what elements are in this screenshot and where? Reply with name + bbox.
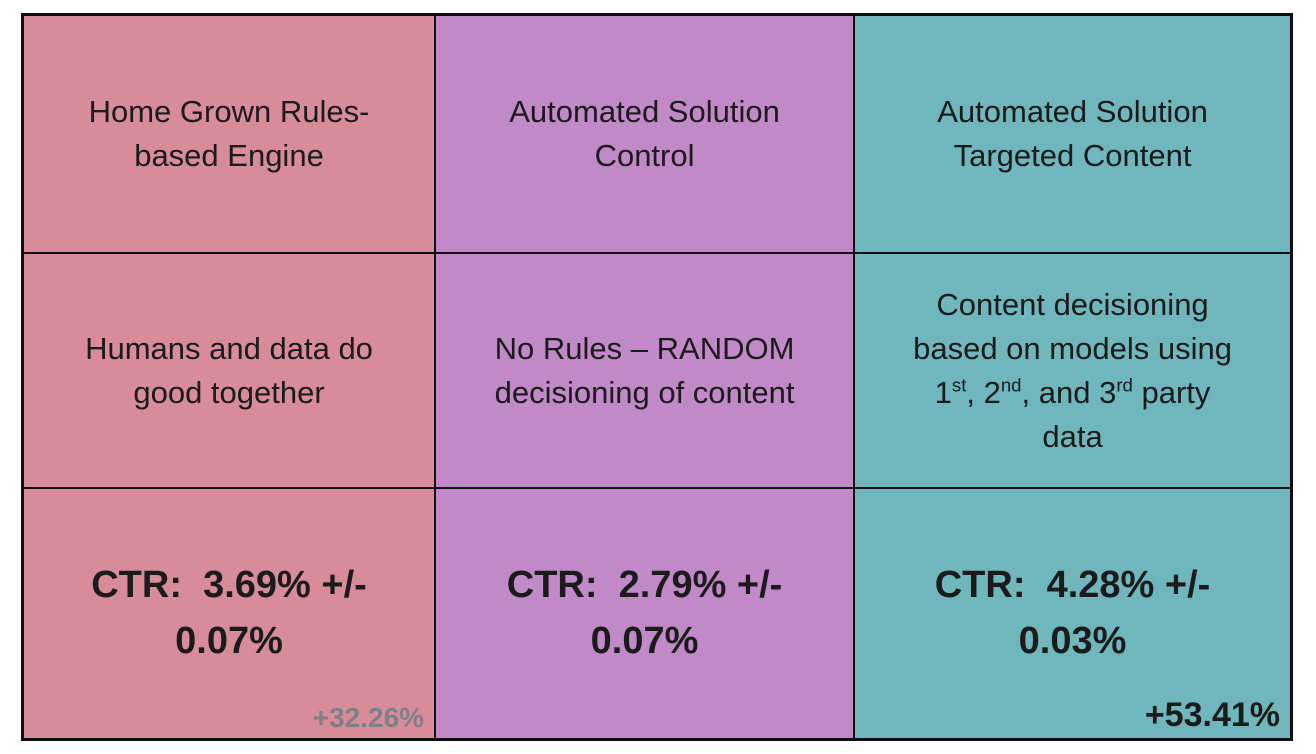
comparison-table: Home Grown Rules- based Engine Automated…	[21, 13, 1293, 741]
header-line: Control	[594, 138, 695, 173]
header-text: Automated Solution Control	[509, 90, 780, 178]
header-line: Targeted Content	[953, 138, 1192, 173]
ctr-cell-automated-targeted: CTR: 4.28% +/- 0.03% +53.41%	[855, 489, 1290, 738]
header-text: Automated Solution Targeted Content	[937, 90, 1208, 178]
ctr-line: CTR: 4.28% +/-	[934, 564, 1211, 607]
header-line: based Engine	[134, 138, 324, 173]
description-line: data	[1042, 418, 1103, 454]
ctr-cell-automated-control: CTR: 2.79% +/- 0.07%	[436, 489, 856, 738]
ctr-line: 0.07%	[175, 619, 283, 662]
ctr-line: 0.07%	[590, 619, 699, 662]
description-line: based on models using	[913, 330, 1232, 366]
description-line: Humans and data do	[85, 330, 373, 366]
header-cell-automated-control: Automated Solution Control	[436, 16, 856, 255]
header-cell-home-grown: Home Grown Rules- based Engine	[24, 16, 437, 255]
header-line: Automated Solution	[509, 93, 780, 129]
header-text: Home Grown Rules- based Engine	[89, 90, 370, 178]
header-line: Home Grown Rules-	[88, 93, 370, 129]
ctr-line: CTR: 2.79% +/-	[506, 564, 783, 607]
description-text: No Rules – RANDOM decisioning of content	[495, 327, 795, 415]
description-cell-automated-control: No Rules – RANDOM decisioning of content	[436, 254, 856, 490]
description-cell-home-grown: Humans and data do good together	[24, 254, 437, 490]
description-line: No Rules – RANDOM	[494, 330, 795, 366]
description-line-ordinals: 1st, 2nd, and 3rd party	[934, 374, 1211, 410]
description-text: Content decisioning based on models usin…	[903, 283, 1242, 459]
ctr-line: CTR: 3.69% +/-	[91, 564, 367, 607]
ctr-value: CTR: 2.79% +/- 0.07%	[507, 558, 783, 668]
description-text: Humans and data do good together	[85, 327, 373, 415]
header-line: Automated Solution	[937, 93, 1208, 129]
lift-value: +53.41%	[1144, 695, 1280, 734]
ctr-value: CTR: 4.28% +/- 0.03%	[935, 558, 1211, 668]
lift-value: +32.26%	[312, 702, 425, 734]
description-cell-automated-targeted: Content decisioning based on models usin…	[855, 254, 1290, 490]
description-line: decisioning of content	[494, 374, 795, 410]
ctr-value: CTR: 3.69% +/- 0.07%	[91, 558, 367, 668]
ctr-line: 0.03%	[1018, 619, 1127, 662]
header-cell-automated-targeted: Automated Solution Targeted Content	[855, 16, 1290, 255]
description-line: Content decisioning	[936, 286, 1209, 322]
description-line: good together	[133, 374, 325, 410]
ctr-cell-home-grown: CTR: 3.69% +/- 0.07% +32.26%	[24, 489, 437, 738]
